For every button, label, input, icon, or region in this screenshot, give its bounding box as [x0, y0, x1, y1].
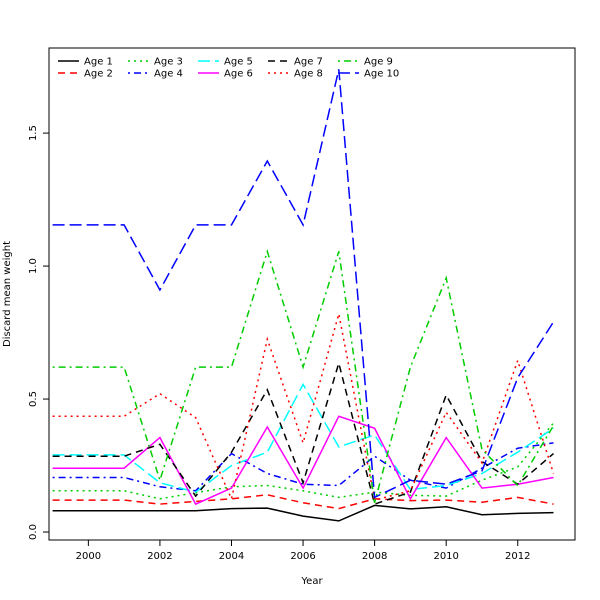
y-tick-label: 1.5: [28, 125, 39, 141]
legend-item-age-2: Age 2: [58, 69, 113, 80]
series-line-age-7: [52, 360, 554, 506]
legend-label: Age 6: [224, 69, 253, 80]
legend-item-age-9: Age 9: [338, 57, 393, 68]
legend-label: Age 3: [154, 57, 183, 68]
x-tick-label: 2010: [433, 551, 458, 562]
legend-item-age-1: Age 1: [58, 57, 113, 68]
series-line-age-5: [52, 382, 554, 493]
x-axis: 2000 2002 2004 2006 2008 2010 2012: [76, 539, 530, 562]
legend-item-age-8: Age 8: [268, 69, 323, 80]
legend-label: Age 8: [294, 69, 323, 80]
x-tick-label: 2004: [219, 551, 244, 562]
legend-item-age-6: Age 6: [198, 69, 253, 80]
plot-lines: [52, 69, 555, 522]
series-line-age-10: [52, 69, 555, 499]
y-tick-label: 0.5: [28, 391, 39, 407]
legend-label: Age 2: [84, 69, 113, 80]
y-tick-label: 1.0: [28, 258, 39, 274]
y-axis: 0.0 0.5 1.0 1.5: [28, 125, 50, 540]
series-line-age-3: [52, 422, 555, 500]
x-tick-label: 2000: [76, 551, 101, 562]
series-line-age-6: [52, 415, 554, 506]
legend-label: Age 10: [364, 69, 399, 80]
legend-item-age-7: Age 7: [268, 57, 323, 68]
legend-item-age-5: Age 5: [198, 57, 253, 68]
series-line-age-9: [52, 248, 555, 503]
legend-label: Age 4: [154, 69, 183, 80]
x-tick-label: 2008: [362, 551, 387, 562]
series-line-age-2: [52, 494, 554, 510]
legend-item-age-4: Age 4: [128, 69, 183, 80]
y-axis-label: Discard mean weight: [2, 241, 13, 347]
legend-label: Age 1: [84, 57, 113, 68]
series-line-age-8: [52, 313, 555, 502]
plot-frame: [48, 47, 576, 541]
x-tick-label: 2006: [290, 551, 315, 562]
legend-label: Age 5: [224, 57, 253, 68]
legend-label: Age 9: [364, 57, 393, 68]
x-axis-label: Year: [300, 576, 323, 587]
legend-label: Age 7: [294, 57, 323, 68]
x-tick-label: 2002: [147, 551, 172, 562]
legend-item-age-3: Age 3: [128, 57, 183, 68]
y-tick-label: 0.0: [28, 524, 39, 540]
series-line-age-1: [52, 504, 554, 522]
legend-item-age-10: Age 10: [338, 69, 399, 80]
x-tick-label: 2012: [505, 551, 530, 562]
